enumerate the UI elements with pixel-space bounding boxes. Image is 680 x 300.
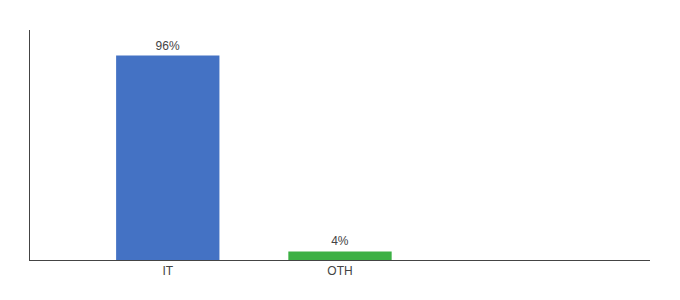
svg-text:96%: 96% — [156, 39, 180, 53]
svg-text:4%: 4% — [331, 234, 349, 248]
svg-text:IT: IT — [162, 264, 173, 278]
svg-text:OTH: OTH — [327, 264, 352, 278]
